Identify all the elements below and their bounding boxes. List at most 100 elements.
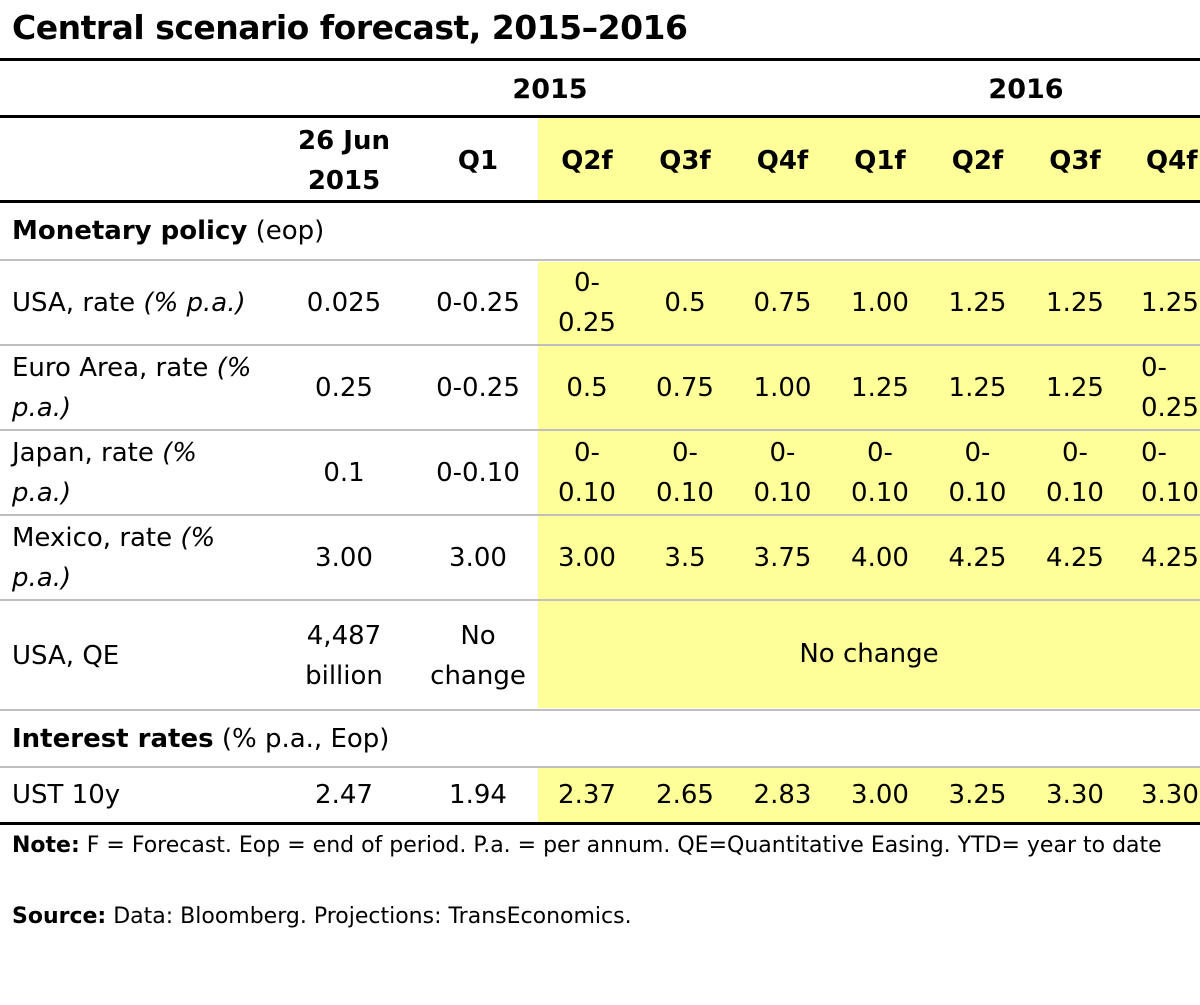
- rule-top: [0, 58, 1200, 61]
- rule-row: [0, 709, 1200, 711]
- row-label-unit: (% p.a.): [12, 353, 252, 423]
- section-interest-rates: Interest rates (% p.a., Eop): [12, 711, 389, 767]
- table-cell: 1.25: [1141, 288, 1199, 318]
- table-cell: 4.25: [948, 543, 1007, 573]
- rule-row: [0, 599, 1200, 601]
- table-title: Central scenario forecast, 2015–2016: [12, 8, 688, 47]
- table-cell: 3.75: [753, 543, 812, 573]
- table-cell: 1.00: [753, 373, 812, 403]
- section-title: Monetary policy: [12, 216, 248, 246]
- year-header-2015: 2015: [512, 74, 588, 105]
- col-header-date: 26 Jun 2015: [285, 121, 403, 201]
- table-cell: 0- 0.10: [753, 438, 812, 508]
- table-cell: 0.75: [656, 373, 714, 403]
- section-unit: (eop): [247, 216, 325, 246]
- table-cell: 2.65: [656, 780, 714, 810]
- row-label-unit: (% p.a.): [12, 438, 197, 508]
- table-cell: 2.37: [558, 780, 616, 810]
- forecast-highlight-interest: [538, 768, 1200, 822]
- row-label: Mexico, rate (% p.a.): [12, 517, 282, 599]
- section-title: Interest rates: [12, 724, 214, 754]
- col-header-q3f-2015: Q3f: [659, 146, 711, 176]
- table-cell: 3.00: [851, 780, 909, 810]
- rule-row: [0, 514, 1200, 516]
- col-header-date-line2: 2015: [307, 166, 381, 196]
- rule-below-monetary-section: [0, 259, 1200, 261]
- table-cell: 1.25: [948, 373, 1007, 403]
- rule-below-interest-section: [0, 766, 1200, 768]
- row-label-unit: (% p.a.): [143, 288, 246, 318]
- table-cell: 2.83: [753, 780, 812, 810]
- row-label-text: Euro Area, rate: [12, 353, 217, 383]
- table-cell: 0- 0.10: [558, 438, 616, 508]
- table-cell: 3.5: [664, 543, 706, 573]
- forecast-highlight-header: [538, 118, 1200, 202]
- row-label-unit: (% p.a.): [12, 523, 216, 593]
- col-header-date-line1: 26 Jun: [298, 126, 390, 156]
- table-cell: 1.25: [948, 288, 1007, 318]
- table-cell: 3.25: [948, 780, 1007, 810]
- row-label: USA, rate (% p.a.): [12, 262, 282, 344]
- col-header-q1-2015: Q1: [457, 146, 499, 176]
- table-cell: 3.30: [1046, 780, 1104, 810]
- row-label: USA, QE: [12, 602, 282, 709]
- row-label-text: USA, QE: [12, 640, 120, 671]
- table-cell: 4.25: [1046, 543, 1104, 573]
- table-cell: 0.1: [323, 458, 365, 488]
- table-cell: 2.47: [315, 780, 373, 810]
- col-header-q2f-2015: Q2f: [561, 146, 613, 176]
- table-cell: 3.00: [315, 543, 373, 573]
- table-cell: 3.00: [449, 543, 507, 573]
- rule-row: [0, 429, 1200, 431]
- row-label: Euro Area, rate (% p.a.): [12, 347, 282, 429]
- table-cell: 1.94: [449, 780, 507, 810]
- table-cell: No change: [430, 620, 526, 691]
- table-cell: 0.025: [306, 288, 382, 318]
- table-cell: 1.25: [1046, 288, 1104, 318]
- table-cell: 0-0.25: [436, 288, 520, 318]
- table-cell: 1.25: [1046, 373, 1104, 403]
- table-cell: 0-0.10: [436, 458, 520, 488]
- table-cell: 0- 0.10: [948, 438, 1007, 508]
- rule-bottom: [0, 822, 1200, 825]
- section-unit: (% p.a., Eop): [213, 724, 390, 754]
- table-cell: 0-0.25: [436, 373, 520, 403]
- table-cell: 4.00: [851, 543, 909, 573]
- row-label: Japan, rate (% p.a.): [12, 432, 282, 514]
- table-cell: 0- 0.10: [851, 438, 909, 508]
- col-header-q4f-2016: Q4f: [1146, 146, 1198, 176]
- forecast-highlight-monetary: [538, 262, 1200, 708]
- rule-row: [0, 344, 1200, 346]
- table-cell: 0- 0.10: [1141, 438, 1199, 508]
- col-header-q1f-2016: Q1f: [854, 146, 906, 176]
- table-cell: 0.75: [753, 288, 812, 318]
- rule-below-years: [0, 115, 1200, 118]
- table-cell: 0- 0.10: [656, 438, 714, 508]
- source-label: Source:: [12, 904, 107, 929]
- table-cell-merged: No change: [799, 638, 939, 669]
- table-cell: 0.25: [315, 373, 373, 403]
- note: Note: F = Forecast. Eop = end of period.…: [12, 828, 1192, 864]
- col-header-q3f-2016: Q3f: [1049, 146, 1101, 176]
- table-cell: 0.5: [566, 373, 608, 403]
- table-cell: 4.25: [1141, 543, 1199, 573]
- table-cell: 3.00: [558, 543, 616, 573]
- col-header-q4f-2015: Q4f: [756, 146, 809, 176]
- row-label-text: UST 10y: [12, 780, 121, 810]
- col-header-q2f-2016: Q2f: [951, 146, 1004, 176]
- row-label-text: USA, rate: [12, 288, 144, 318]
- row-label-text: Japan, rate: [12, 438, 163, 468]
- row-label-text: Mexico, rate: [12, 523, 181, 553]
- section-monetary-policy: Monetary policy (eop): [12, 203, 324, 259]
- note-text: F = Forecast. Eop = end of period. P.a. …: [79, 833, 1162, 858]
- source-text: Data: Bloomberg. Projections: TransEcono…: [106, 904, 632, 929]
- table-cell: 1.00: [851, 288, 909, 318]
- table-cell: 3.30: [1141, 780, 1199, 810]
- table-cell: 0- 0.10: [1046, 438, 1104, 508]
- table-cell: 0.5: [664, 288, 706, 318]
- rule-below-headers: [0, 200, 1200, 203]
- table-cell: 1.25: [851, 373, 909, 403]
- table-cell: 0- 0.25: [1141, 353, 1199, 423]
- table-cell: 4,487 billion: [305, 620, 383, 691]
- row-label: UST 10y: [12, 768, 282, 822]
